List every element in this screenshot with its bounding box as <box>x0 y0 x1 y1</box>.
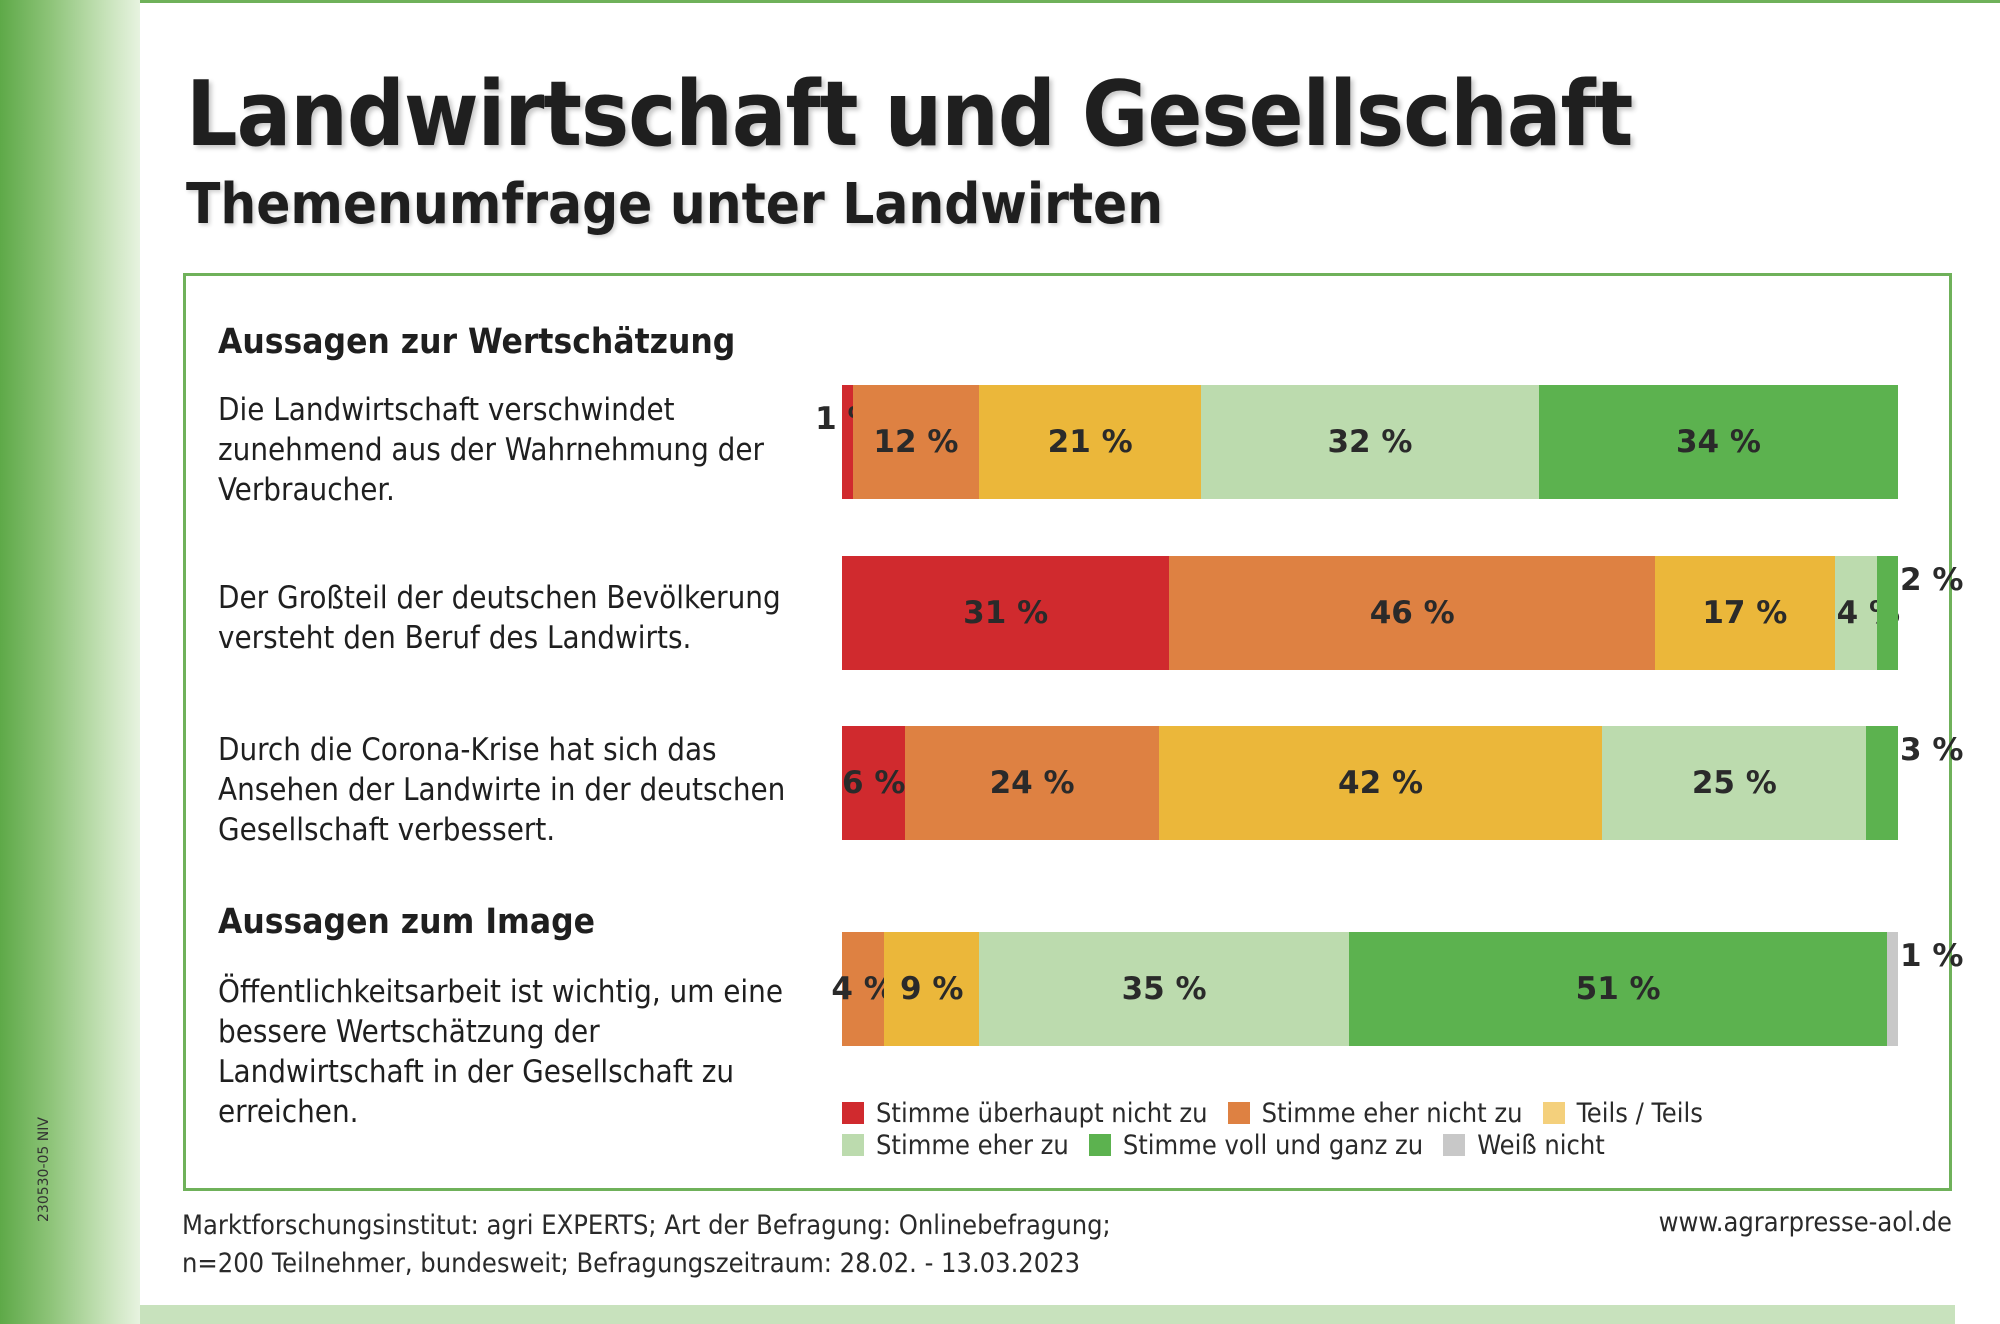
bar-value-label: 24 % <box>989 765 1075 801</box>
legend-swatch-yellow <box>1542 1102 1565 1124</box>
legend-label: Teils / Teils <box>1576 1097 1703 1129</box>
bar-segment-weiss-nicht: 1 % <box>1887 932 1963 1046</box>
legend-item-eher-zu: Stimme eher zu <box>842 1130 1069 1161</box>
bar-value-label: 3 % <box>1899 732 1964 768</box>
bar-value-label: 32 % <box>1327 424 1413 460</box>
bar-row-3: 6 % 24 % 42 % 25 % 3 % <box>842 726 1963 840</box>
bar-segment-eher-zu: 25 % <box>1602 726 1867 840</box>
bar-row-2: 31 % 46 % 17 % 4 % 2 % <box>842 556 1963 670</box>
legend-swatch-gray <box>1443 1134 1466 1156</box>
side-green-strip <box>0 0 140 1324</box>
bar-value-label: 25 % <box>1691 765 1777 801</box>
legend-item-voll-zu: Stimme voll und ganz zu <box>1088 1129 1424 1161</box>
source-line-1: Marktforschungsinstitut: agri EXPERTS; A… <box>182 1210 1111 1241</box>
legend-label: Stimme überhaupt nicht zu <box>876 1097 1208 1129</box>
bar-value-label: 46 % <box>1369 595 1455 631</box>
bar-value-label: 2 % <box>1899 562 1964 598</box>
legend-swatch-green <box>1088 1134 1111 1156</box>
bar-segment-eher-zu: 32 % <box>1201 385 1539 499</box>
bar-value-label: 21 % <box>1047 424 1133 460</box>
statement-4: Öffentlichkeitsarbeit ist wichtig, um ei… <box>218 974 784 1130</box>
bar-segment-teils-teils: 9 % <box>884 932 980 1046</box>
bar-segment-eher-nicht-zu: 24 % <box>905 726 1159 840</box>
bottom-green-strip <box>140 1305 1955 1324</box>
bar-segment-ueberhaupt-nicht-zu: 1 % <box>815 385 879 499</box>
bar-segment-eher-nicht-zu: 4 % <box>831 932 895 1046</box>
bar-segment-eher-nicht-zu: 12 % <box>852 385 980 499</box>
section-title-image: Aussagen zum Image <box>218 902 595 942</box>
page-title: Landwirtschaft und Gesellschaft <box>186 62 1633 167</box>
bar-value-label: 51 % <box>1575 971 1661 1007</box>
bar-segment-voll-und-ganz-zu: 3 % <box>1866 726 1963 840</box>
bar-segment-teils-teils: 42 % <box>1158 726 1603 840</box>
legend-item-teils: Teils / Teils <box>1542 1097 1703 1129</box>
bar-row-4: 4 % 9 % 35 % 51 % 1 % <box>831 932 1963 1046</box>
source-note: Marktforschungsinstitut: agri EXPERTS; A… <box>182 1207 1111 1283</box>
website-link[interactable]: www.agrarpresse-aol.de <box>1658 1207 1952 1238</box>
bar-value-label: 42 % <box>1338 765 1424 801</box>
legend-label: Stimme voll und ganz zu <box>1122 1129 1424 1161</box>
legend-item-ueberhaupt-nicht: Stimme überhaupt nicht zu <box>842 1098 1208 1129</box>
legend-label: Weiß nicht <box>1477 1129 1605 1161</box>
section-title-wertschaetzung: Aussagen zur Wertschätzung <box>218 322 736 362</box>
bar-value-label: 9 % <box>900 971 964 1007</box>
bar-row-1: 1 % 12 % 21 % 32 % 34 % <box>815 385 1898 499</box>
legend-item-eher-nicht: Stimme eher nicht zu <box>1227 1097 1523 1129</box>
legend-swatch-orange <box>1227 1102 1250 1124</box>
statement-2: Der Großteil der deutschen Bevölkerung v… <box>218 580 781 656</box>
bar-segment-ueberhaupt-nicht-zu: 6 % <box>842 726 905 840</box>
bar-segment-teils-teils: 17 % <box>1655 556 1835 670</box>
legend-swatch-red <box>842 1102 864 1124</box>
bar-segment-voll-und-ganz-zu: 34 % <box>1538 385 1898 499</box>
legend-item-weiss-nicht: Weiß nicht <box>1443 1130 1605 1161</box>
bar-segment-voll-und-ganz-zu: 51 % <box>1348 932 1888 1046</box>
statement-1: Die Landwirtschaft verschwindet zunehmen… <box>218 392 764 508</box>
legend-label: Stimme eher nicht zu <box>1261 1097 1523 1129</box>
bar-value-label: 34 % <box>1675 424 1761 460</box>
bar-segment-voll-und-ganz-zu: 2 % <box>1876 556 1963 670</box>
bar-value-label: 6 % <box>841 765 906 801</box>
chart-legend: Stimme überhaupt nicht zu Stimme eher ni… <box>842 1097 1742 1161</box>
statement-3: Durch die Corona-Krise hat sich das Anse… <box>218 732 786 848</box>
bar-value-label: 31 % <box>963 595 1049 631</box>
bar-value-label: 1 % <box>1899 938 1964 974</box>
side-code: 230530-05 NIV <box>36 1117 52 1222</box>
legend-row-2: Stimme eher zu Stimme voll und ganz zu W… <box>842 1129 1742 1161</box>
bar-value-label: 17 % <box>1702 595 1788 631</box>
bar-segment-teils-teils: 21 % <box>979 385 1202 499</box>
bar-segment-eher-nicht-zu: 46 % <box>1169 556 1656 670</box>
legend-swatch-light-green <box>842 1134 864 1156</box>
bar-segment-ueberhaupt-nicht-zu: 31 % <box>842 556 1170 670</box>
bar-value-label: 35 % <box>1121 971 1207 1007</box>
legend-label: Stimme eher zu <box>876 1129 1069 1161</box>
bar-segment-eher-zu: 4 % <box>1834 556 1900 670</box>
bar-segment-eher-zu: 35 % <box>979 932 1349 1046</box>
legend-row-1: Stimme überhaupt nicht zu Stimme eher ni… <box>842 1097 1742 1129</box>
bar-value-label: 12 % <box>873 424 959 460</box>
source-line-2: n=200 Teilnehmer, bundesweit; Befragungs… <box>182 1248 1081 1279</box>
page-subtitle: Themenumfrage unter Landwirten <box>186 172 1164 237</box>
top-border <box>0 0 2000 3</box>
